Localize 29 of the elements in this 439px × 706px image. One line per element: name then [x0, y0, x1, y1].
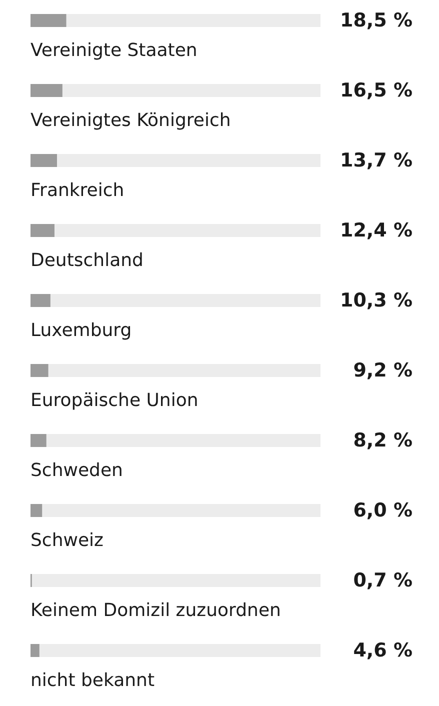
bar [30, 84, 62, 97]
bar [30, 504, 42, 517]
data-label: 13,7 % [340, 150, 412, 172]
bar [30, 644, 40, 657]
bar [30, 224, 54, 237]
y-tick-label: Frankreich [30, 180, 124, 201]
bar [30, 364, 48, 377]
y-tick-label: Keinem Domizil zuzuordnen [30, 600, 281, 621]
y-tick-label: Luxemburg [30, 320, 132, 341]
bar [30, 154, 57, 167]
y-tick-label: Vereinigtes Königreich [30, 110, 231, 131]
data-label: 10,3 % [340, 290, 412, 312]
data-label: 12,4 % [340, 220, 412, 242]
y-tick-label: Europäische Union [30, 390, 198, 411]
data-label: 6,0 % [353, 500, 412, 522]
y-tick-label: Deutschland [30, 250, 144, 271]
y-tick-label: Vereinigte Staaten [30, 40, 198, 61]
bar [30, 294, 50, 307]
data-label: 9,2 % [353, 360, 412, 382]
data-label: 18,5 % [340, 10, 412, 32]
y-tick-label: Schweden [30, 460, 123, 481]
bar [30, 434, 46, 447]
data-label: 16,5 % [340, 80, 412, 102]
bar [30, 14, 66, 27]
data-label: 8,2 % [353, 430, 412, 452]
data-label: 4,6 % [353, 640, 412, 662]
y-tick-label: nicht bekannt [30, 670, 155, 691]
y-tick-label: Schweiz [30, 530, 104, 551]
data-label: 0,7 % [353, 570, 412, 592]
